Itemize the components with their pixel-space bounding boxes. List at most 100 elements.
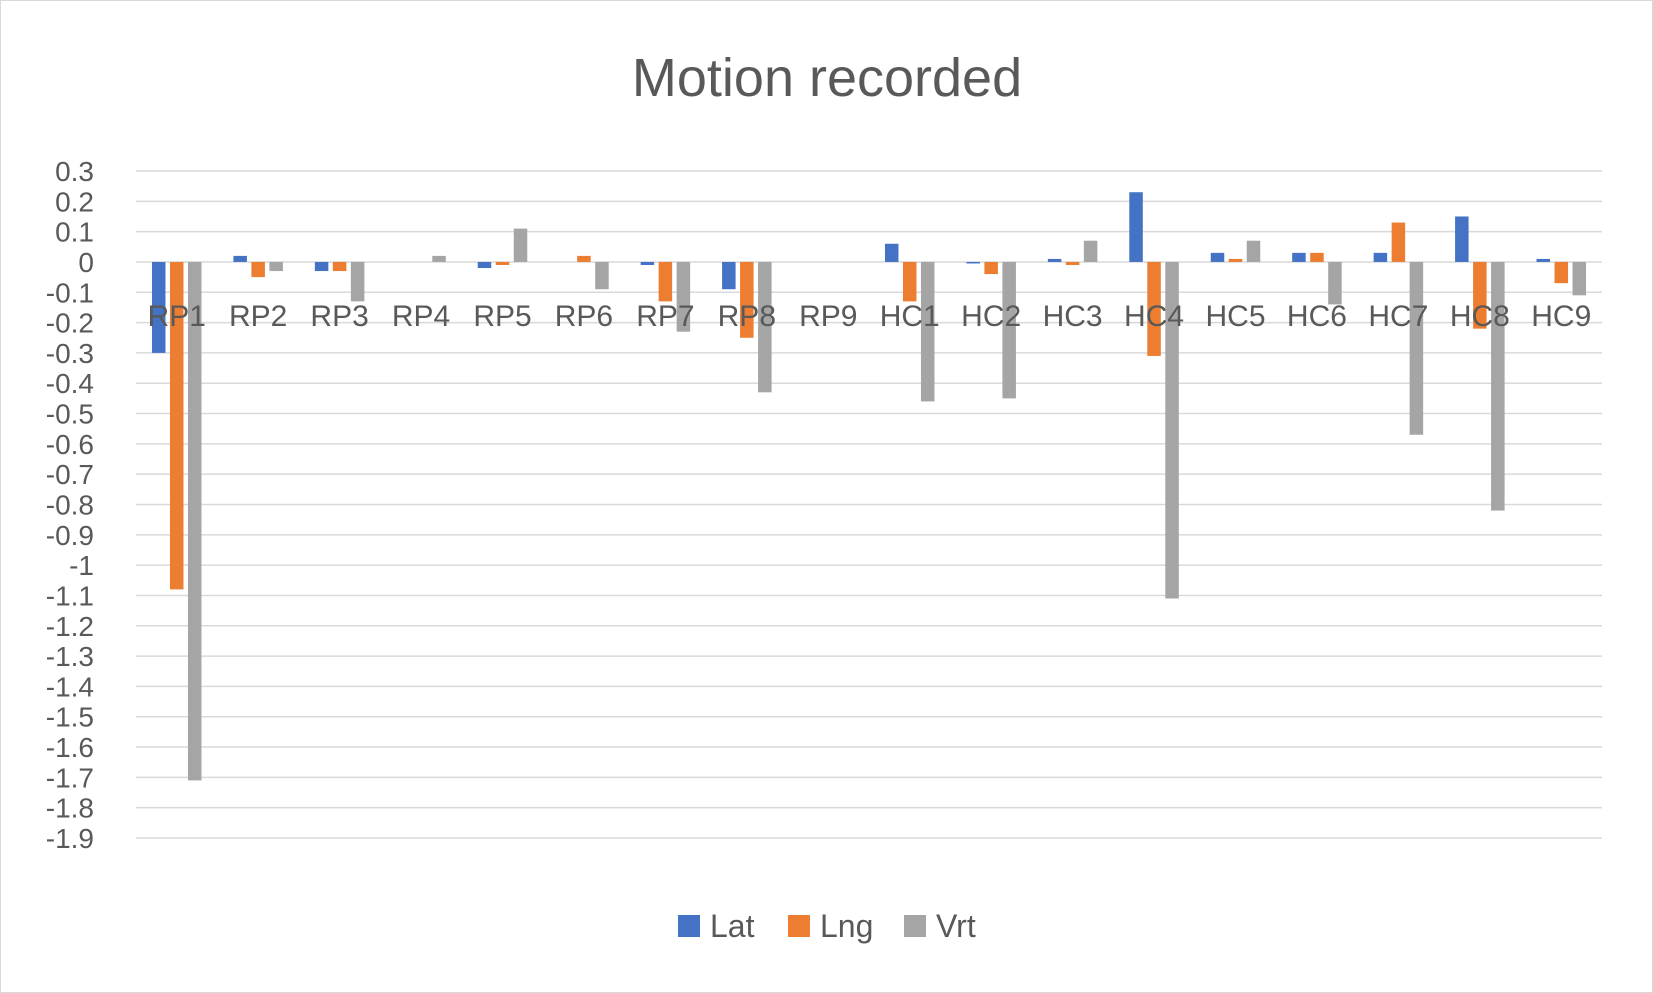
x-category-label: HC9: [1531, 300, 1591, 333]
bar-lng-hc9: [1554, 261, 1569, 284]
y-axis-tick-labels: 0.30.20.10-0.1-0.2-0.3-0.4-0.5-0.6-0.7-0…: [46, 156, 94, 854]
bar-lng-hc4: [1147, 261, 1161, 356]
legend-label-vrt: Vrt: [936, 908, 976, 944]
gridlines: [136, 170, 1602, 839]
bar-vrt-rp1: [187, 261, 202, 781]
y-tick-label: 0: [78, 247, 94, 278]
x-category-label: HC6: [1287, 300, 1347, 333]
x-category-label: HC8: [1450, 300, 1510, 333]
bar-vrt-hc2: [1002, 261, 1016, 399]
bar-lng-rp6: [577, 255, 591, 262]
bar-vrt-hc4: [1165, 261, 1179, 599]
bar-lng-rp5: [495, 261, 510, 265]
bar-vrt-rp3: [350, 261, 365, 302]
bar-vrt-rp6: [595, 261, 609, 290]
y-tick-label: -0.8: [46, 490, 94, 521]
bar-vrt-hc1: [920, 261, 935, 402]
bar-vrt-hc8: [1491, 261, 1505, 511]
y-tick-label: -0.4: [46, 368, 94, 399]
x-category-label: HC4: [1124, 300, 1184, 333]
bar-lng-rp3: [332, 261, 347, 272]
bar-lng-rp1: [169, 261, 184, 590]
bar-lng-hc6: [1310, 252, 1324, 262]
y-tick-label: -0.9: [46, 520, 94, 551]
legend-swatch-vrt: [904, 915, 926, 937]
bars: [151, 192, 1587, 781]
bar-lng-rp8: [740, 261, 754, 338]
bar-vrt-rp4: [432, 255, 446, 262]
y-tick-label: -0.2: [46, 308, 94, 339]
y-tick-label: -1: [69, 550, 94, 581]
bar-vrt-hc3: [1083, 240, 1098, 262]
x-category-label: RP4: [392, 300, 450, 333]
y-tick-label: 0.2: [55, 186, 94, 217]
bar-lat-rp1: [151, 261, 166, 353]
y-tick-label: -0.6: [46, 429, 94, 460]
bar-vrt-hc6: [1328, 261, 1342, 305]
bar-vrt-hc7: [1409, 261, 1424, 435]
bar-lng-hc7: [1391, 222, 1406, 262]
x-category-label: RP9: [799, 300, 857, 333]
x-category-label: RP8: [718, 300, 776, 333]
legend-label-lat: Lat: [710, 908, 755, 944]
y-tick-label: -1.2: [46, 611, 94, 642]
y-tick-label: -1.7: [46, 762, 94, 793]
y-tick-label: -0.3: [46, 338, 94, 369]
bar-lat-rp8: [722, 261, 736, 290]
bar-vrt-rp5: [513, 228, 528, 262]
bar-lat-hc7: [1373, 252, 1388, 262]
bar-lng-hc1: [902, 261, 917, 302]
bar-lat-hc4: [1129, 192, 1143, 262]
bar-lat-rp3: [314, 261, 329, 272]
bar-lng-rp7: [658, 261, 673, 302]
x-category-label: RP7: [636, 300, 694, 333]
x-category-label: HC3: [1043, 300, 1103, 333]
y-tick-label: -0.7: [46, 459, 94, 490]
bar-lat-hc9: [1536, 258, 1551, 262]
x-category-label: RP1: [148, 300, 206, 333]
legend-swatch-lng: [788, 915, 810, 937]
y-tick-label: -1.8: [46, 793, 94, 824]
legend: Lat Lng Vrt: [678, 908, 976, 944]
bar-lat-hc3: [1047, 258, 1062, 262]
bar-lng-rp2: [251, 261, 265, 278]
y-tick-label: -1.6: [46, 732, 94, 763]
x-category-label: HC7: [1368, 300, 1428, 333]
y-tick-label: -0.1: [46, 277, 94, 308]
legend-swatch-lat: [678, 915, 700, 937]
y-tick-label: -1.3: [46, 641, 94, 672]
bar-vrt-rp7: [676, 261, 691, 332]
chart-title: Motion recorded: [632, 48, 1022, 108]
bar-vrt-hc5: [1246, 240, 1261, 262]
x-category-label: HC1: [880, 300, 940, 333]
bar-lat-rp2: [233, 255, 247, 262]
bar-vrt-hc9: [1572, 261, 1587, 296]
bar-lng-hc2: [984, 261, 998, 275]
bar-vrt-rp8: [758, 261, 772, 393]
y-tick-label: -1.1: [46, 580, 94, 611]
x-category-label: RP5: [473, 300, 531, 333]
x-category-label: RP6: [555, 300, 613, 333]
y-tick-label: -1.9: [46, 823, 94, 854]
x-category-label: HC5: [1205, 300, 1265, 333]
bar-lat-hc1: [884, 243, 899, 262]
x-category-label: HC2: [961, 300, 1021, 333]
bar-lat-rp7: [640, 261, 655, 265]
bar-lng-hc8: [1473, 261, 1487, 329]
legend-label-lng: Lng: [820, 908, 873, 944]
x-category-label: RP2: [229, 300, 287, 333]
y-tick-label: -0.5: [46, 399, 94, 430]
bar-lat-hc2: [966, 261, 980, 264]
bar-lat-hc5: [1210, 252, 1225, 262]
bar-lat-hc6: [1292, 252, 1306, 262]
bar-vrt-rp2: [269, 261, 283, 272]
y-tick-label: 0.1: [55, 217, 94, 248]
y-tick-label: -1.4: [46, 671, 94, 702]
x-category-label: RP3: [310, 300, 368, 333]
y-tick-label: 0.3: [55, 156, 94, 187]
bar-lng-hc3: [1065, 261, 1080, 265]
bar-lng-hc5: [1228, 258, 1243, 262]
y-tick-label: -1.5: [46, 702, 94, 733]
